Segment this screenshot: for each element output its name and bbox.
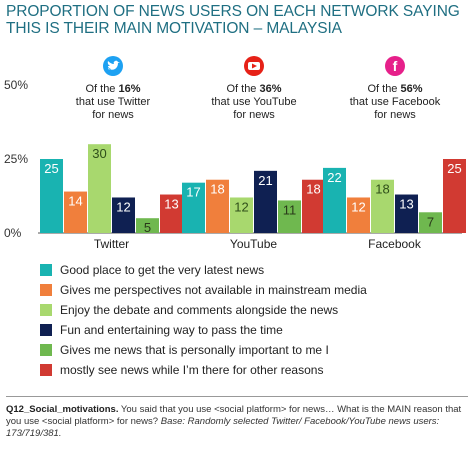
annotation-line-2: that use YouTube bbox=[211, 96, 296, 108]
legend-swatch bbox=[40, 264, 52, 276]
bar-value-label: 18 bbox=[210, 182, 224, 197]
bar-value-label: 18 bbox=[306, 182, 320, 197]
bar bbox=[88, 144, 111, 233]
bar-value-label: 17 bbox=[186, 185, 200, 200]
legend-item: Gives me perspectives not available in m… bbox=[40, 280, 460, 300]
bar bbox=[254, 170, 277, 233]
facebook-icon: f bbox=[385, 56, 405, 76]
youtube-play-glyph bbox=[252, 63, 257, 69]
bar-value-label: 14 bbox=[68, 194, 82, 209]
legend: Good place to get the very latest news Gi… bbox=[40, 260, 460, 380]
chart-title-line-2: THIS IS THEIR MAIN MOTIVATION – MALAYSIA bbox=[6, 20, 342, 37]
legend-item: Fun and entertaining way to pass the tim… bbox=[40, 320, 460, 340]
annotation-line-3: for news bbox=[233, 109, 275, 121]
bar bbox=[323, 167, 346, 233]
facebook-f-glyph: f bbox=[393, 58, 398, 74]
bar-value-label: 22 bbox=[327, 170, 341, 185]
legend-label: Gives me news that is personally importa… bbox=[60, 343, 329, 357]
bar-value-label: 12 bbox=[116, 199, 130, 214]
bar bbox=[278, 200, 301, 233]
bar-value-label: 12 bbox=[351, 199, 365, 214]
bar-value-label: 12 bbox=[234, 199, 248, 214]
legend-label: Gives me perspectives not available in m… bbox=[60, 283, 367, 297]
twitter-icon bbox=[103, 56, 123, 76]
bar bbox=[347, 197, 370, 233]
annotation-line-2: that use Facebook bbox=[350, 96, 441, 108]
chart-title: PROPORTION OF NEWS USERS ON EACH NETWORK… bbox=[6, 3, 468, 37]
legend-swatch bbox=[40, 364, 52, 376]
annotation-percent: 36% bbox=[260, 83, 282, 95]
footer-divider bbox=[6, 396, 468, 397]
x-category-label: YouTube bbox=[230, 237, 277, 251]
chart-title-line-1: PROPORTION OF NEWS USERS ON EACH NETWORK… bbox=[6, 3, 460, 20]
annotation-line-1: Of the 56% bbox=[367, 83, 422, 95]
y-tick-label: 50% bbox=[4, 78, 28, 92]
bar-value-label: 13 bbox=[399, 197, 413, 212]
bar-value-label: 7 bbox=[427, 214, 434, 229]
legend-item: mostly see news while I’m there for othe… bbox=[40, 360, 460, 380]
legend-swatch bbox=[40, 324, 52, 336]
legend-item: Good place to get the very latest news bbox=[40, 260, 460, 280]
bar-value-label: 21 bbox=[258, 173, 272, 188]
legend-swatch bbox=[40, 304, 52, 316]
bar-value-label: 30 bbox=[92, 146, 106, 161]
annotation-prefix: Of the bbox=[367, 83, 400, 95]
bar bbox=[395, 194, 418, 233]
bar bbox=[302, 179, 325, 233]
y-tick-label: 0% bbox=[4, 226, 22, 240]
legend-label: Good place to get the very latest news bbox=[60, 263, 265, 277]
question-id: Q12_Social_motivations. bbox=[6, 404, 119, 415]
twitter-bird-glyph bbox=[107, 60, 120, 70]
annotation-line-3: for news bbox=[92, 109, 134, 121]
bar-value-label: 25 bbox=[44, 161, 58, 176]
legend-label: mostly see news while I’m there for othe… bbox=[60, 363, 324, 377]
x-category-label: Facebook bbox=[368, 237, 422, 251]
annotation-percent: 16% bbox=[119, 83, 141, 95]
youtube-icon bbox=[244, 56, 264, 76]
facebook-icon-bg bbox=[385, 56, 405, 76]
y-tick-label: 25% bbox=[4, 152, 28, 166]
bar-chart: 0% 25% 50% 25 14 30 12 5 13 Twitter 17 18 12 21 11 18 Yo… bbox=[4, 56, 466, 251]
legend-swatch bbox=[40, 344, 52, 356]
annotation-line-1: Of the 36% bbox=[226, 83, 281, 95]
bar bbox=[160, 194, 183, 233]
annotation-prefix: Of the bbox=[85, 83, 118, 95]
footer-note: Q12_Social_motivations. You said that yo… bbox=[6, 404, 468, 440]
bar bbox=[419, 212, 442, 233]
annotation-line-3: for news bbox=[374, 109, 416, 121]
annotation-percent: 56% bbox=[401, 83, 423, 95]
bar bbox=[40, 159, 63, 233]
bar bbox=[371, 179, 394, 233]
bar-value-label: 11 bbox=[283, 202, 297, 217]
legend-label: Enjoy the debate and comments alongside … bbox=[60, 303, 339, 317]
bar bbox=[64, 191, 87, 233]
bar-value-label: 18 bbox=[375, 182, 389, 197]
question-text: You said that you use <social platform> … bbox=[6, 404, 462, 427]
legend-item: Gives me news that is personally importa… bbox=[40, 340, 460, 360]
bar-value-label: 13 bbox=[164, 197, 178, 212]
bar bbox=[443, 159, 466, 233]
annotation-line-2: that use Twitter bbox=[76, 96, 151, 108]
x-category-label: Twitter bbox=[94, 237, 129, 251]
bar-value-label: 25 bbox=[447, 161, 461, 176]
legend-swatch bbox=[40, 284, 52, 296]
annotation-line-1: Of the 16% bbox=[85, 83, 140, 95]
bar-value-label: 5 bbox=[144, 220, 151, 235]
legend-item: Enjoy the debate and comments alongside … bbox=[40, 300, 460, 320]
bar bbox=[206, 179, 229, 233]
legend-label: Fun and entertaining way to pass the tim… bbox=[60, 323, 283, 337]
bar bbox=[136, 218, 159, 233]
bar bbox=[230, 197, 253, 233]
bar bbox=[112, 197, 135, 233]
bar bbox=[182, 182, 205, 233]
base-note: Base: Randomly selected Twitter/ Faceboo… bbox=[6, 416, 440, 439]
annotation-prefix: Of the bbox=[226, 83, 259, 95]
